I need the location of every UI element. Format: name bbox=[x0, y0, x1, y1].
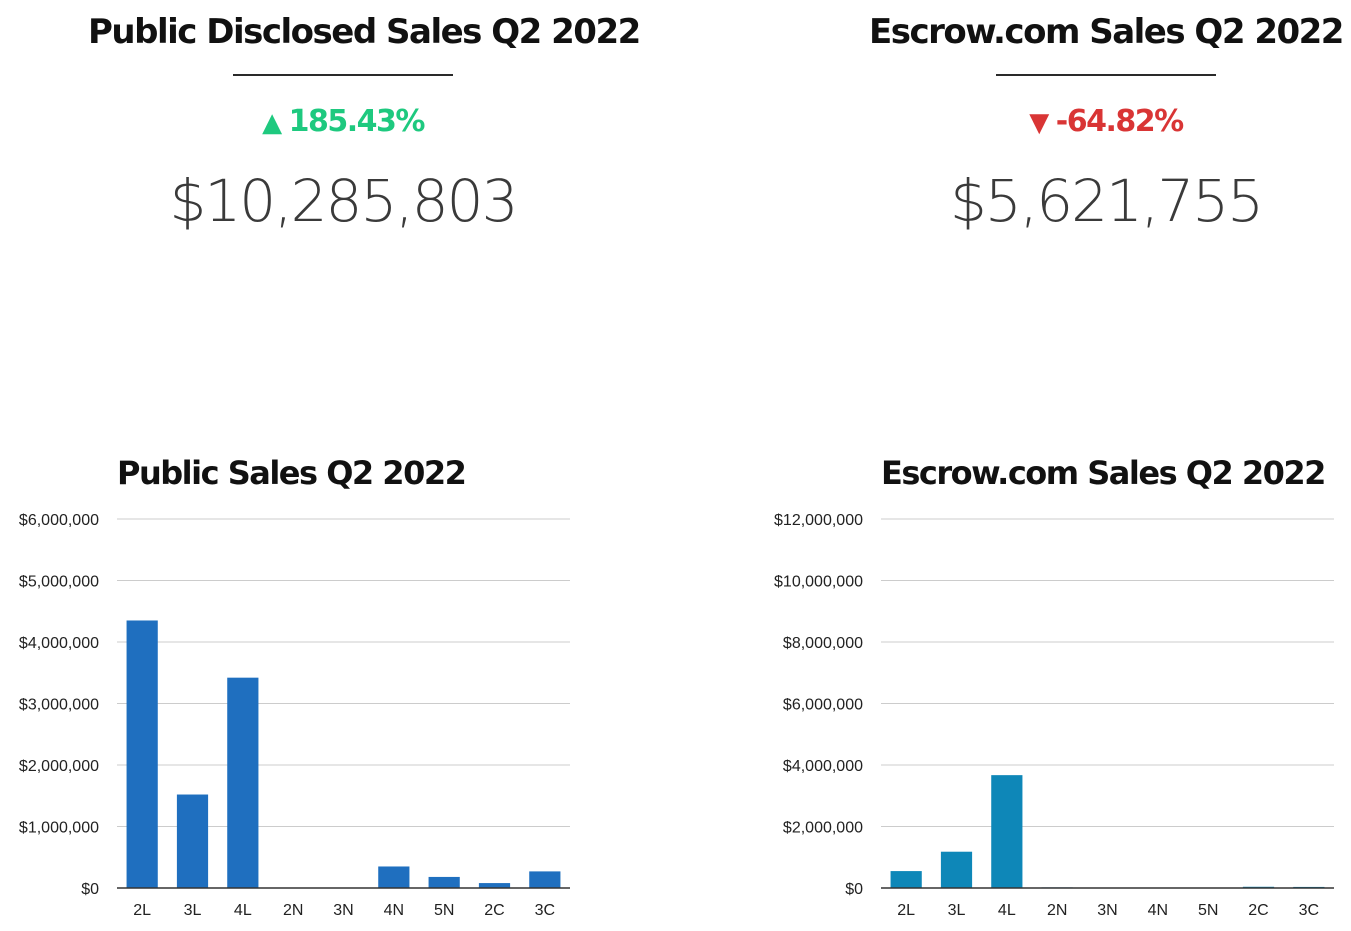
public-kpi-divider bbox=[233, 74, 453, 76]
escrow-x-tick-label: 2N bbox=[1047, 902, 1067, 919]
public-x-tick-label: 3N bbox=[333, 902, 353, 919]
escrow-y-tick-label: $10,000,000 bbox=[774, 574, 863, 591]
public-kpi-change-value: 185.43% bbox=[288, 104, 426, 139]
public-kpi-value: $10,285,803 bbox=[169, 167, 519, 235]
public-y-tick-label: $3,000,000 bbox=[19, 697, 99, 714]
public-x-tick-label: 3L bbox=[184, 902, 202, 919]
public-y-tick-label: $6,000,000 bbox=[19, 512, 99, 529]
public-bar-5n bbox=[428, 876, 460, 888]
public-bar-2l bbox=[126, 620, 158, 888]
escrow-bar-2l bbox=[890, 871, 922, 888]
escrow-y-tick-label: $4,000,000 bbox=[783, 758, 863, 775]
escrow-sales-kpi: Escrow.com Sales Q2 2022 ▼ -64.82% $5,621… bbox=[851, 0, 1351, 236]
public-sales-bar-chart: $0 $1,000,000 $2,000,000 $3,000,000 $4,000,0… bbox=[19, 512, 570, 919]
escrow-kpi-change-value: -64.82% bbox=[1055, 104, 1184, 139]
public-bar-3l bbox=[176, 794, 209, 888]
public-x-tick-label: 2N bbox=[283, 902, 303, 919]
public-x-tick-label: 2C bbox=[484, 902, 504, 919]
escrow-y-tick-label: $8,000,000 bbox=[783, 635, 863, 652]
public-y-tick-label: $4,000,000 bbox=[19, 635, 99, 652]
escrow-y-tick-label: $2,000,000 bbox=[783, 820, 863, 837]
escrow-kpi-title: Escrow.com Sales Q2 2022 bbox=[869, 12, 1344, 52]
public-x-tick-label: 5N bbox=[434, 902, 454, 919]
public-y-tick-label: $0 bbox=[81, 881, 99, 898]
escrow-bar-4l bbox=[991, 775, 1023, 888]
escrow-bar-3l bbox=[940, 851, 973, 888]
public-bar-2c bbox=[478, 883, 511, 888]
public-y-tick-label: $2,000,000 bbox=[19, 758, 99, 775]
escrow-y-tick-label: $12,000,000 bbox=[774, 512, 863, 529]
triangle-down-icon: ▼ bbox=[1029, 108, 1049, 138]
public-x-tick-label: 2L bbox=[133, 902, 151, 919]
public-sales-kpi: Public Disclosed Sales Q2 2022 ▲ 185.43% … bbox=[88, 0, 641, 236]
public-x-tick-label: 4L bbox=[234, 902, 252, 919]
escrow-x-tick-label: 3C bbox=[1299, 902, 1319, 919]
public-bar-3c bbox=[529, 871, 561, 888]
escrow-x-tick-label: 3L bbox=[948, 902, 966, 919]
escrow-chart-title: Escrow.com Sales Q2 2022 bbox=[881, 454, 1326, 492]
escrow-x-tick-label: 3N bbox=[1097, 902, 1117, 919]
escrow-y-tick-label: $6,000,000 bbox=[783, 697, 863, 714]
public-chart-title: Public Sales Q2 2022 bbox=[117, 454, 467, 492]
escrow-y-tick-label: $0 bbox=[845, 881, 863, 898]
public-x-tick-label: 4N bbox=[384, 902, 404, 919]
public-kpi-change: ▲ 185.43% bbox=[88, 104, 598, 140]
public-kpi-title: Public Disclosed Sales Q2 2022 bbox=[88, 12, 641, 52]
public-x-tick-label: 3C bbox=[535, 902, 555, 919]
public-y-tick-label: $5,000,000 bbox=[19, 574, 99, 591]
escrow-x-tick-label: 4N bbox=[1148, 902, 1168, 919]
public-bar-4n bbox=[378, 866, 410, 888]
escrow-kpi-divider bbox=[996, 74, 1216, 76]
escrow-x-tick-label: 4L bbox=[998, 902, 1016, 919]
escrow-x-tick-label: 2C bbox=[1248, 902, 1268, 919]
public-bar-4l bbox=[227, 677, 259, 888]
escrow-sales-bar-chart: $0 $2,000,000 $4,000,000 $6,000,000 $8,000,0… bbox=[774, 512, 1334, 919]
triangle-up-icon: ▲ bbox=[262, 108, 282, 138]
escrow-kpi-value: $5,621,755 bbox=[949, 167, 1264, 235]
escrow-kpi-change: ▼ -64.82% bbox=[851, 104, 1351, 140]
public-y-tick-label: $1,000,000 bbox=[19, 820, 99, 837]
escrow-x-tick-label: 5N bbox=[1198, 902, 1218, 919]
escrow-x-tick-label: 2L bbox=[897, 902, 915, 919]
